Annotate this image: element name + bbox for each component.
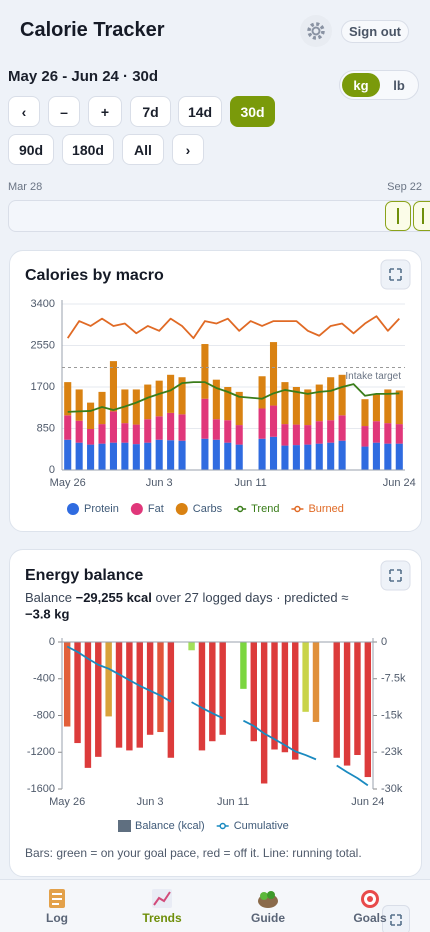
- nav-item[interactable]: Goals: [353, 911, 387, 925]
- app-title: Calorie Tracker: [20, 19, 165, 41]
- gear-icon: [307, 22, 325, 40]
- range-button[interactable]: 30d: [230, 96, 275, 127]
- unit-option[interactable]: kg: [342, 73, 380, 97]
- range-button[interactable]: –: [48, 96, 80, 127]
- range-button[interactable]: 14d: [178, 96, 222, 127]
- range-button[interactable]: +: [88, 96, 122, 127]
- slider-handle[interactable]: [413, 201, 430, 231]
- range-button[interactable]: 180d: [62, 134, 114, 165]
- range-button[interactable]: 7d: [130, 96, 171, 127]
- bottom-nav: [0, 879, 430, 932]
- nav-item[interactable]: Guide: [250, 911, 285, 925]
- range-button[interactable]: ‹: [8, 96, 40, 127]
- sign-out-button[interactable]: Sign out: [341, 20, 409, 43]
- unit-option[interactable]: lb: [393, 77, 405, 93]
- macro-card: [9, 250, 422, 532]
- nav-item[interactable]: Log: [46, 911, 68, 925]
- slider-end-label: Sep 22: [387, 181, 422, 193]
- slider-start-label: Mar 28: [8, 181, 43, 193]
- slider-handle[interactable]: [385, 201, 411, 231]
- settings-button[interactable]: [300, 15, 332, 47]
- range-button[interactable]: 90d: [8, 134, 54, 165]
- range-button[interactable]: All: [122, 134, 164, 165]
- range-slider[interactable]: [8, 200, 430, 232]
- nav-item[interactable]: Trends: [142, 911, 182, 925]
- energy-card: [9, 549, 422, 877]
- expand-button[interactable]: [382, 905, 410, 932]
- expand-icon: [390, 914, 402, 926]
- range-button[interactable]: ›: [172, 134, 204, 165]
- nav-icons: [49, 889, 379, 908]
- range-label: May 26 - Jun 24 · 30d: [8, 68, 159, 85]
